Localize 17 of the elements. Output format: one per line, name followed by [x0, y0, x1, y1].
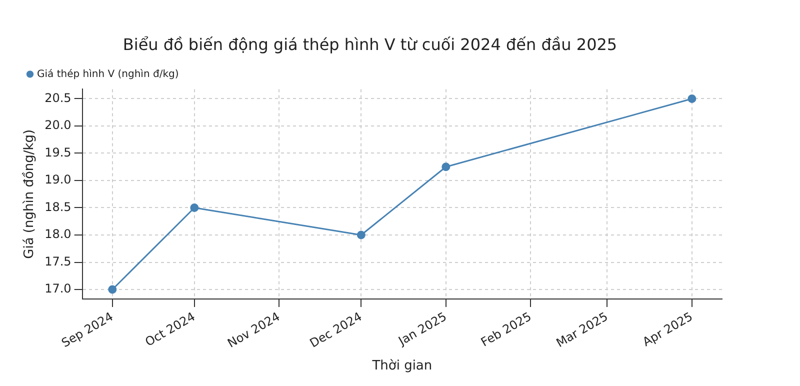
y-tick-label: 19.5: [44, 145, 72, 160]
legend-label: Giá thép hình V (nghìn đ/kg): [37, 68, 179, 80]
point: [356, 230, 366, 240]
y-tick-label: 19.0: [44, 172, 72, 187]
point: [442, 162, 450, 172]
y-tick-label: 17.5: [44, 254, 72, 268]
y-tick-label: 17.0: [44, 282, 72, 296]
y-axis-title: Giá (nghìn đồng/kg): [21, 129, 38, 259]
y-tick-label: 20.0: [44, 118, 72, 132]
chart-title: Biểu đồ biến động giá thép hình V từ cuối 2024 đến đầu 2025: [122, 34, 618, 54]
x-axis-title: Thời gian: [371, 358, 432, 374]
y-tick-label: 18.0: [44, 227, 72, 242]
point: [108, 285, 117, 294]
point: [688, 94, 696, 103]
y-tick-label: 20.5: [44, 90, 72, 105]
y-tick-label: 18.5: [44, 200, 72, 214]
point: [190, 204, 199, 212]
